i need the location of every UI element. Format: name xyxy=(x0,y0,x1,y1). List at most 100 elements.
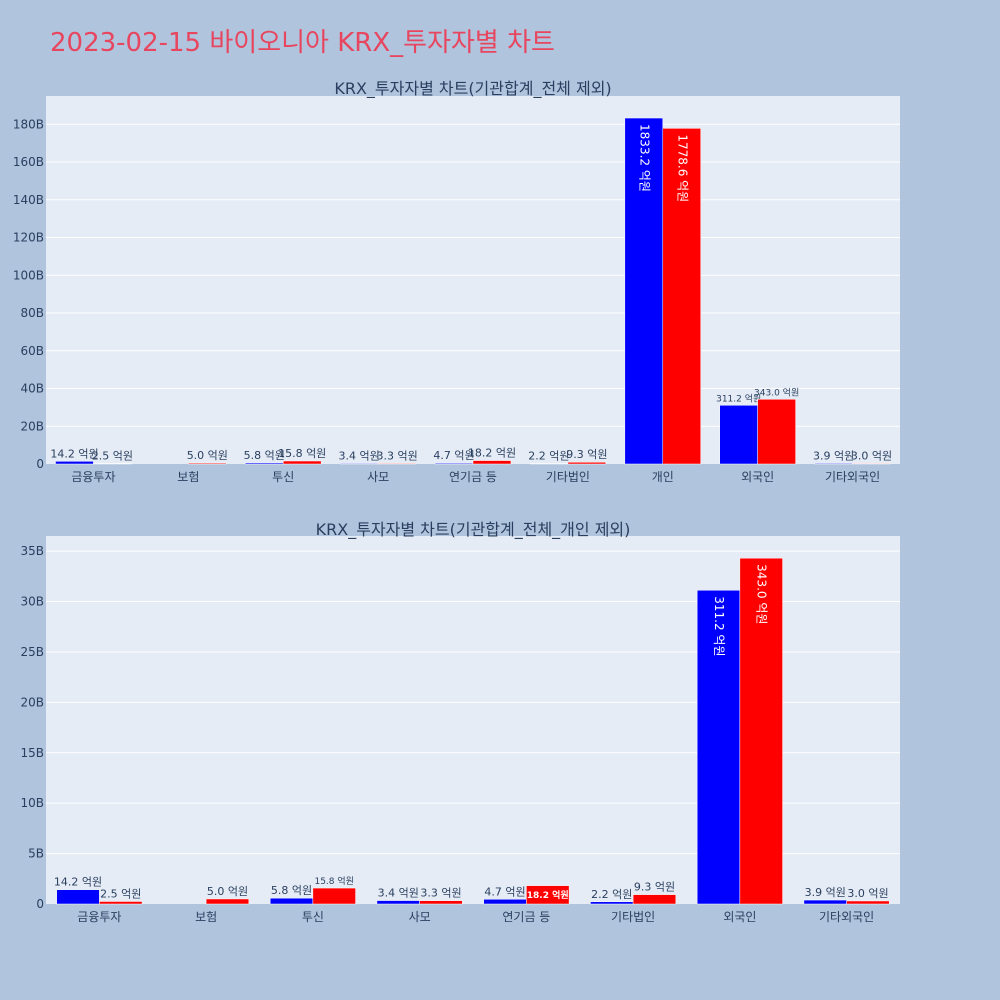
x-tick-label: 기타외국인 xyxy=(819,910,874,924)
bar xyxy=(803,899,847,905)
bar xyxy=(419,900,463,905)
x-tick-label: 개인 xyxy=(652,470,674,484)
y-tick-label: 0 xyxy=(36,457,44,471)
data-label: 1778.6 억원 xyxy=(675,134,689,202)
x-tick-label: 외국인 xyxy=(741,470,774,484)
x-tick-label: 연기금 등 xyxy=(449,470,497,484)
data-label: 5.0 억원 xyxy=(207,885,248,898)
bar xyxy=(339,463,379,465)
y-tick-label: 30B xyxy=(20,595,44,609)
data-label: 3.3 억원 xyxy=(420,887,461,900)
y-tick-label: 100B xyxy=(13,268,44,282)
y-tick-label: 5B xyxy=(28,847,44,861)
data-label: 18.2 억원 xyxy=(468,447,516,460)
chart-title: KRX_투자자별 차트(기관합계_전체 제외) xyxy=(334,79,611,99)
y-tick-label: 0 xyxy=(36,897,44,911)
bar xyxy=(56,889,100,905)
bar xyxy=(567,461,607,465)
data-label: 3.4 억원 xyxy=(339,449,380,462)
y-tick-label: 40B xyxy=(20,382,44,396)
data-label: 5.8 억원 xyxy=(244,449,285,462)
bar xyxy=(377,463,417,465)
y-tick-label: 120B xyxy=(13,231,44,245)
bar xyxy=(852,463,891,465)
y-tick-label: 140B xyxy=(13,193,44,207)
bar xyxy=(590,901,634,905)
bar xyxy=(472,460,512,465)
bar xyxy=(99,901,143,905)
data-label: 5.8 억원 xyxy=(271,884,312,897)
data-label: 1833.2 억원 xyxy=(637,124,651,192)
bar xyxy=(188,462,227,465)
x-tick-label: 보험 xyxy=(177,470,199,484)
y-tick-label: 10B xyxy=(20,796,44,810)
y-tick-label: 35B xyxy=(20,544,44,558)
x-tick-label: 금융투자 xyxy=(77,910,121,924)
data-label: 4.7 억원 xyxy=(433,449,474,462)
bar xyxy=(526,885,570,905)
data-label: 3.9 억원 xyxy=(805,886,846,899)
y-tick-label: 20B xyxy=(20,419,44,433)
data-label: 2.2 억원 xyxy=(528,450,569,463)
data-label: 311.2 억원 xyxy=(712,596,726,656)
x-tick-label: 금융투자 xyxy=(71,470,115,484)
bar xyxy=(624,117,664,465)
x-tick-label: 투신 xyxy=(272,470,294,484)
y-tick-label: 15B xyxy=(20,746,44,760)
data-label: 18.2 억원 xyxy=(527,889,569,901)
bar xyxy=(632,894,677,905)
x-tick-label: 사모 xyxy=(409,910,431,924)
data-label: 14.2 억원 xyxy=(54,876,102,889)
bar xyxy=(757,399,796,465)
data-label: 311.2 억원 xyxy=(716,392,761,404)
data-label: 15.8 억원 xyxy=(314,875,353,887)
x-tick-label: 기타법인 xyxy=(611,910,655,924)
y-tick-label: 20B xyxy=(20,695,44,709)
bar xyxy=(483,899,527,905)
data-label: 5.0 억원 xyxy=(187,449,228,462)
x-tick-label: 기타외국인 xyxy=(825,470,880,484)
bar xyxy=(269,897,314,905)
data-label: 2.5 억원 xyxy=(92,450,133,463)
x-tick-label: 외국인 xyxy=(723,910,756,924)
data-label: 15.8 억원 xyxy=(278,447,326,460)
bar xyxy=(719,405,758,465)
y-tick-label: 25B xyxy=(20,645,44,659)
bar xyxy=(282,460,322,465)
data-label: 3.9 억원 xyxy=(813,449,854,462)
y-tick-label: 80B xyxy=(20,306,44,320)
x-tick-label: 연기금 등 xyxy=(502,910,550,924)
y-tick-label: 180B xyxy=(13,117,44,131)
data-label: 9.3 억원 xyxy=(634,881,675,894)
bar xyxy=(662,128,701,465)
data-label: 2.5 억원 xyxy=(100,887,141,900)
bar xyxy=(55,461,94,465)
y-tick-label: 160B xyxy=(13,155,44,169)
y-tick-label: 60B xyxy=(20,344,44,358)
bar xyxy=(739,557,783,905)
chart-all-investors: 0 20B 40B 60B 80B 100B 120B 140B 160B 180B KRX_투자자… xyxy=(13,79,900,484)
data-label: 3.0 억원 xyxy=(847,887,888,900)
x-tick-label: 보험 xyxy=(195,910,217,924)
chart-excluding-individuals: 0 5B 10B 15B 20B 25B 30B 35B KRX_투자자별 차트(기관합계_전체… xyxy=(20,520,900,924)
bar xyxy=(846,900,890,905)
data-label: 343.0 억원 xyxy=(755,564,769,624)
bar xyxy=(814,463,853,465)
data-label: 3.0 억원 xyxy=(851,449,892,462)
bar xyxy=(245,462,284,465)
x-tick-label: 사모 xyxy=(367,470,389,484)
bar xyxy=(312,887,356,905)
bar xyxy=(376,900,420,905)
data-label: 343.0 억원 xyxy=(754,386,799,398)
data-label: 2.2 억원 xyxy=(591,888,632,901)
data-label: 4.7 억원 xyxy=(484,885,525,898)
x-tick-label: 기타법인 xyxy=(546,470,590,484)
data-label: 3.3 억원 xyxy=(376,449,417,462)
bar xyxy=(434,462,474,465)
data-label: 9.3 억원 xyxy=(566,448,607,461)
data-label: 14.2 억원 xyxy=(50,447,98,460)
chart-title: KRX_투자자별 차트(기관합계_전체_개인 제외) xyxy=(316,520,631,540)
x-tick-label: 투신 xyxy=(302,910,324,924)
page-title: 2023-02-15 바이오니아 KRX_투자자별 차트 xyxy=(50,28,555,58)
